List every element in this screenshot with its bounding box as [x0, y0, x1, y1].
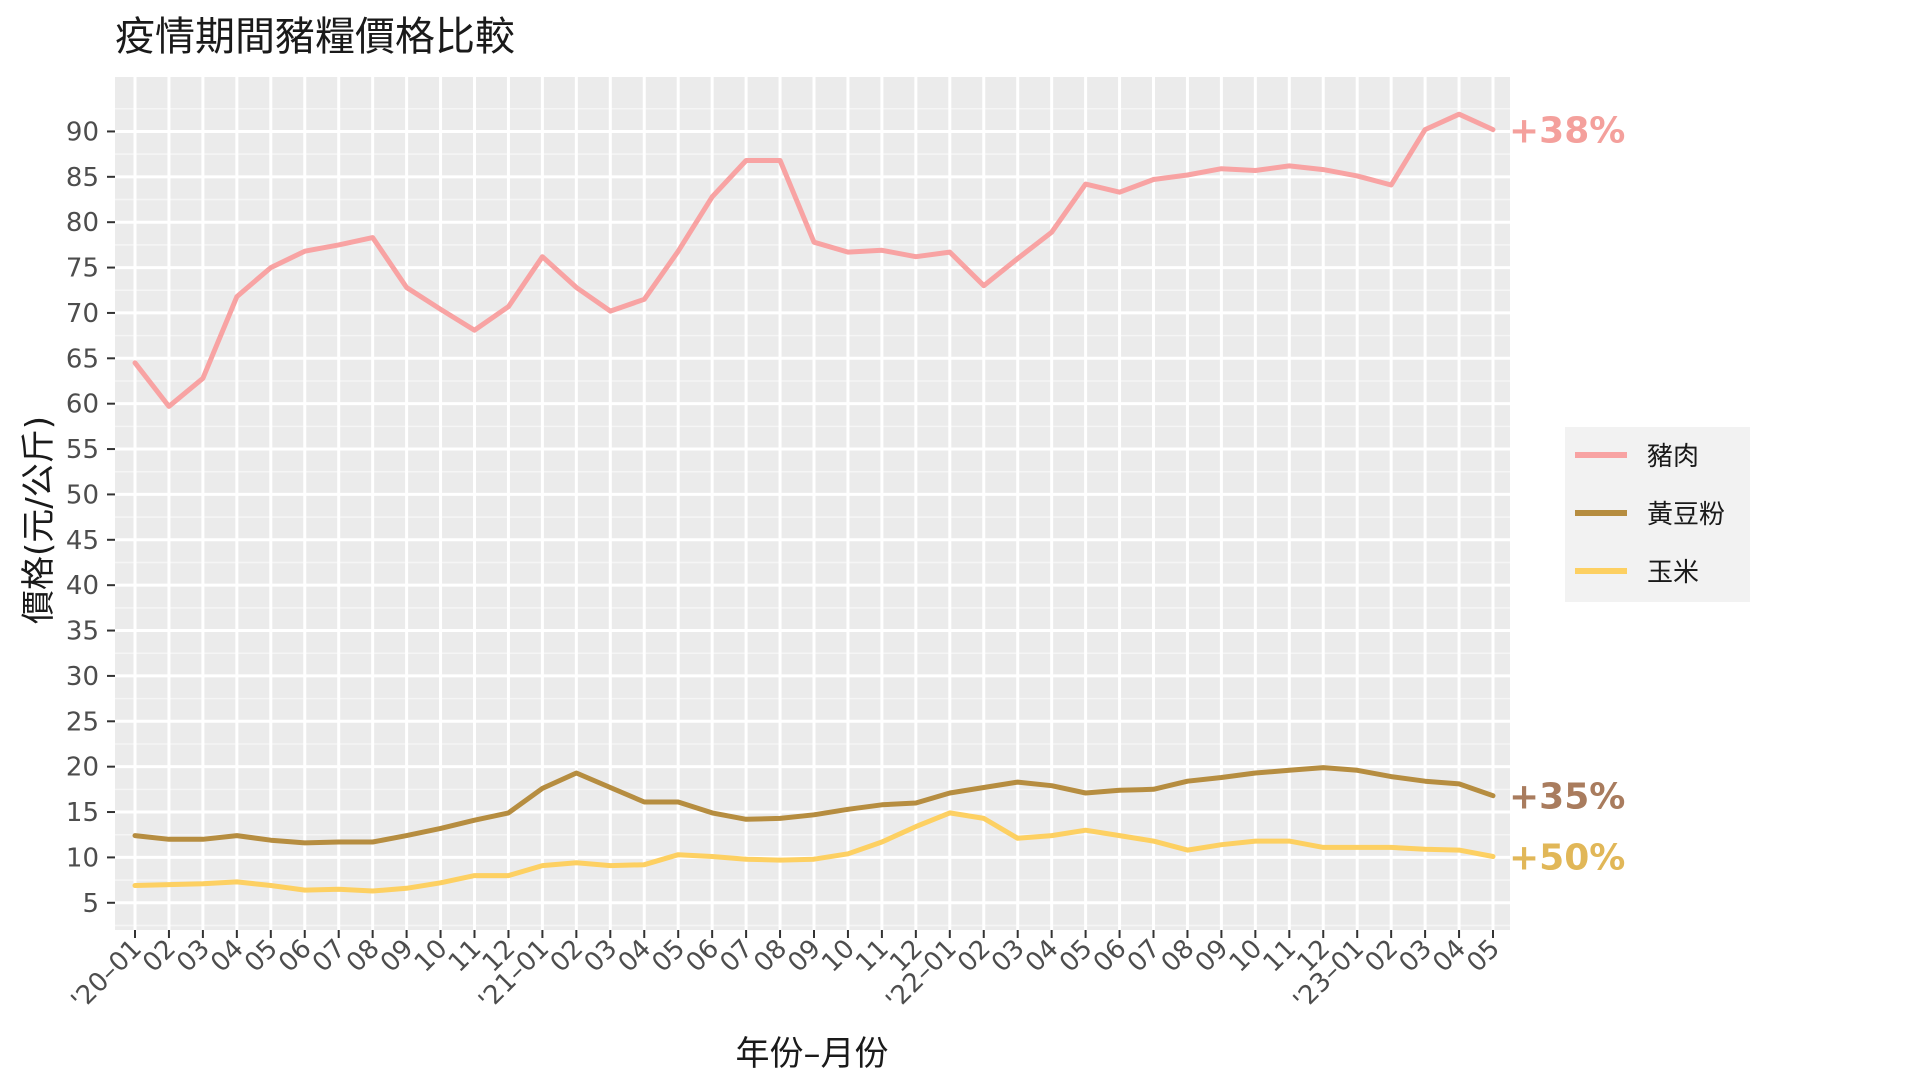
series-line: [132, 111, 1496, 409]
y-tick-label: 65: [66, 344, 99, 374]
y-tick-label: 35: [66, 617, 99, 647]
series-end-label: +50%: [1509, 837, 1625, 878]
x-axis-title: 年份–月份: [736, 1034, 889, 1074]
legend-label: 玉米: [1647, 558, 1699, 588]
x-axis: '20–010203040506070809101112'21–01020304…: [66, 930, 1506, 1016]
x-tick-label: '21–01: [473, 934, 555, 1016]
series-line: [132, 810, 1496, 894]
series-line: [132, 765, 1496, 846]
end-labels: +38% +35% +50%: [1509, 111, 1625, 879]
legend-label: 豬肉: [1647, 442, 1699, 472]
y-tick-label: 75: [66, 254, 99, 284]
x-tick-label: 05: [1461, 934, 1506, 979]
y-tick-label: 45: [66, 526, 99, 556]
y-tick-label: 60: [66, 390, 99, 420]
series-end-label: +35%: [1509, 777, 1625, 818]
y-tick-label: 10: [66, 843, 99, 873]
y-tick-label: 20: [66, 753, 99, 783]
x-tick-label: '22–01: [880, 934, 962, 1016]
y-axis-title: 價格(元/公斤): [19, 416, 59, 624]
y-tick-label: 15: [66, 798, 99, 828]
y-tick-label: 5: [82, 889, 99, 919]
y-tick-label: 55: [66, 435, 99, 465]
chart-title: 疫情期間豬糧價格比較: [115, 14, 515, 60]
y-axis: 5 10 15 20 25 30 35 40 45 50 55 60 65 70 75 80 85 90: [66, 117, 115, 919]
y-tick-label: 50: [66, 480, 99, 510]
y-tick-label: 80: [66, 208, 99, 238]
y-tick-label: 40: [66, 571, 99, 601]
y-tick-label: 30: [66, 662, 99, 692]
grid: [115, 77, 1510, 930]
legend-label: 黃豆粉: [1647, 500, 1725, 530]
x-tick-label: '23–01: [1288, 934, 1370, 1016]
series-end-label: +38%: [1509, 111, 1625, 152]
y-tick-label: 70: [66, 299, 99, 329]
y-tick-label: 25: [66, 707, 99, 737]
y-tick-label: 85: [66, 163, 99, 193]
x-tick-label: '20–01: [66, 934, 148, 1016]
y-tick-label: 90: [66, 117, 99, 147]
series-lines: [132, 111, 1496, 894]
